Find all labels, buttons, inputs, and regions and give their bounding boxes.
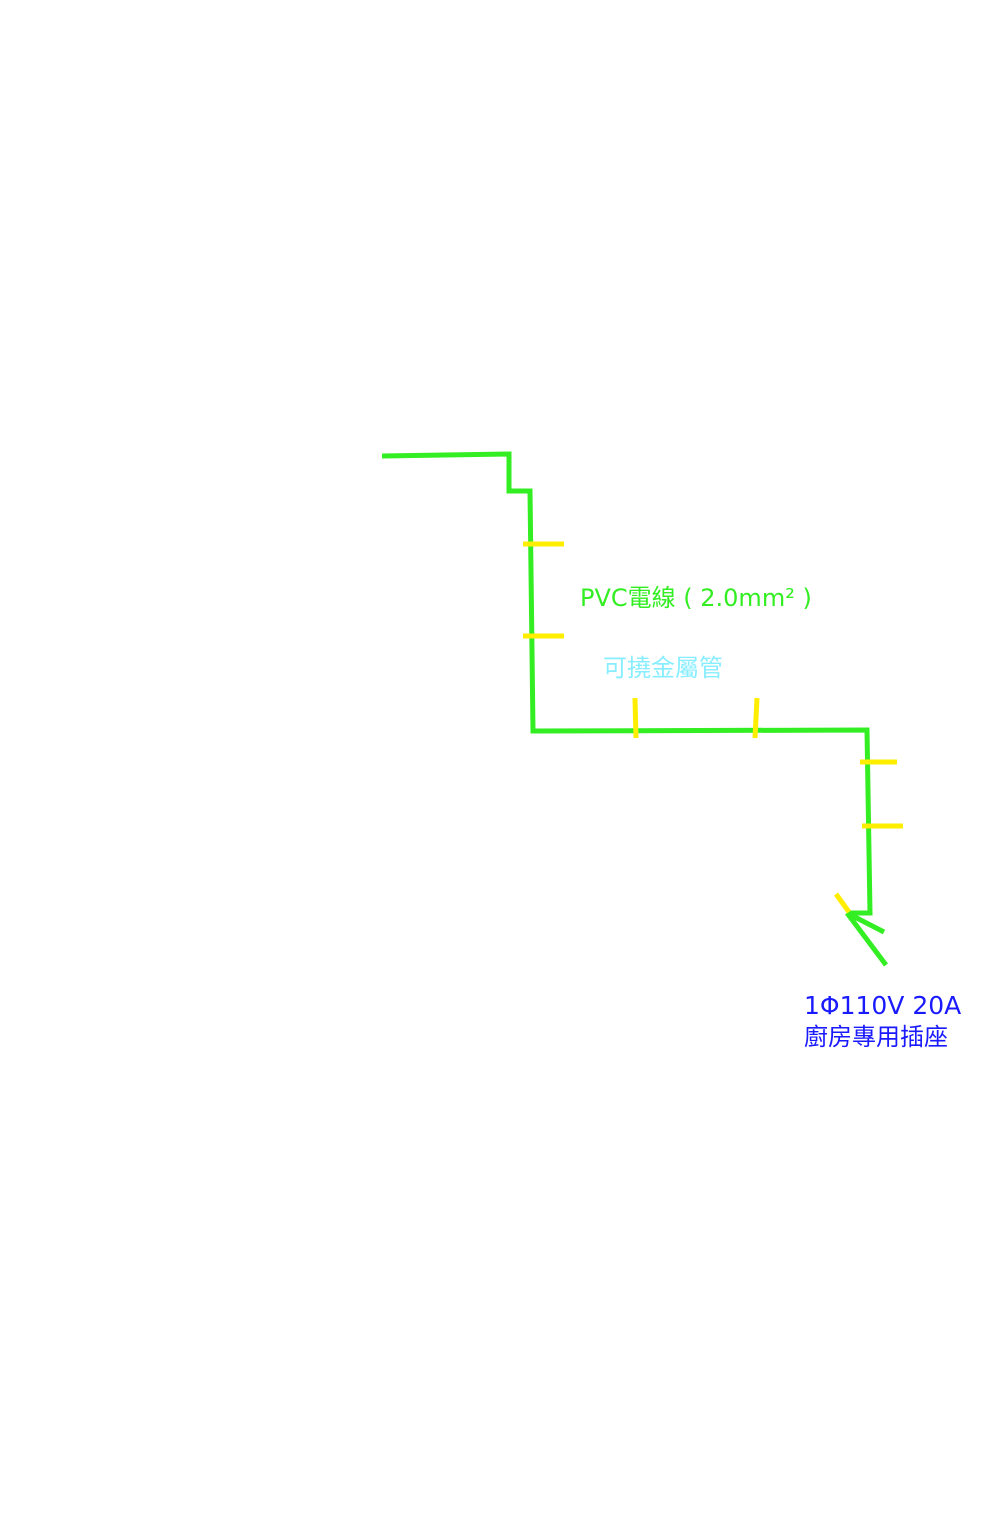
outlet-name-label: 廚房專用插座 — [804, 1023, 948, 1051]
arrow-head-icon — [833, 892, 888, 967]
wire-label: PVC電線 ( 2.0mm² ) — [580, 584, 812, 612]
conduit-label: 可撓金屬管 — [603, 654, 723, 682]
conduit-strap-icon — [752, 697, 760, 739]
outlet-spec-label: 1Φ110V 20A — [804, 991, 962, 1020]
conduit-strap-icon — [632, 697, 639, 739]
wire-run — [381, 451, 873, 916]
